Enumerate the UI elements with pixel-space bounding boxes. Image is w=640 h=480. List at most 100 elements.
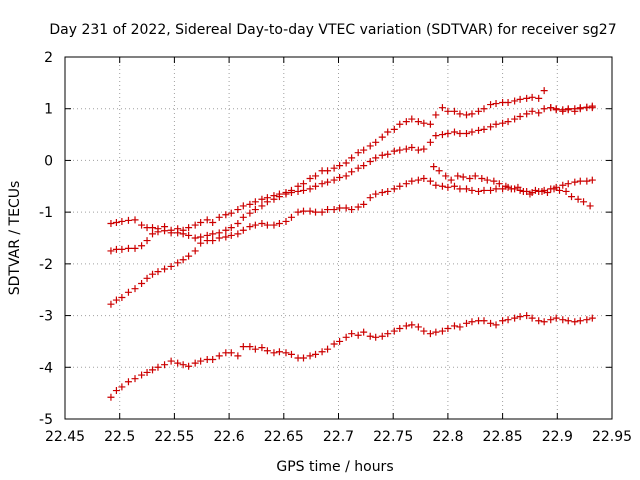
data-point (275, 220, 283, 228)
data-point (234, 352, 242, 360)
data-point (318, 348, 326, 356)
y-tick-label: -4 (39, 360, 53, 376)
data-point (492, 321, 500, 329)
data-point (222, 211, 230, 219)
data-point (432, 132, 440, 140)
data-point (330, 176, 338, 184)
data-point (258, 344, 266, 352)
data-point (282, 190, 290, 198)
data-point (499, 119, 507, 127)
data-point (583, 177, 591, 185)
data-point (131, 375, 139, 383)
data-point (149, 366, 157, 374)
data-point (414, 176, 422, 184)
data-point (432, 111, 440, 119)
data-point (540, 318, 548, 326)
data-point (390, 125, 398, 133)
data-point (480, 125, 488, 133)
data-point (426, 138, 434, 146)
y-tick-label: 1 (44, 102, 53, 118)
data-point (480, 317, 488, 325)
data-point (402, 322, 410, 330)
data-point (372, 333, 380, 341)
data-point (576, 177, 584, 185)
data-point (492, 100, 500, 108)
data-point (571, 318, 579, 326)
data-point (263, 347, 271, 355)
data-point (507, 185, 515, 193)
data-point (564, 317, 572, 325)
data-point (444, 107, 452, 115)
data-point (191, 247, 199, 255)
data-point (118, 245, 126, 253)
data-point (408, 144, 416, 151)
data-point (197, 233, 205, 241)
data-point (574, 195, 582, 203)
x-tick-label: 22.95 (592, 429, 632, 445)
data-point (526, 190, 534, 198)
data-point (432, 328, 440, 336)
data-point (197, 239, 205, 247)
data-point (586, 202, 594, 210)
data-point (118, 217, 126, 225)
data-point (312, 172, 320, 180)
data-point (191, 234, 199, 242)
data-point (246, 209, 254, 217)
data-point (203, 216, 211, 224)
data-point (571, 105, 579, 113)
data-point (366, 332, 374, 340)
data-point (468, 186, 476, 194)
data-point (420, 119, 428, 127)
data-point (438, 131, 446, 139)
data-point (559, 181, 567, 189)
data-point (571, 178, 579, 186)
data-point (342, 172, 350, 180)
data-point (149, 224, 157, 232)
data-point (562, 187, 570, 195)
data-point (450, 182, 458, 190)
data-point (420, 145, 428, 153)
data-point (402, 145, 410, 153)
data-point (306, 175, 314, 183)
data-point (191, 359, 199, 367)
data-point (124, 288, 132, 296)
data-point (251, 345, 259, 353)
data-point (107, 247, 115, 255)
data-point (372, 190, 380, 198)
data-point (112, 218, 120, 226)
data-point (294, 187, 302, 195)
data-point (263, 198, 271, 206)
data-point (478, 175, 486, 183)
data-point (468, 318, 476, 326)
data-point (227, 231, 235, 239)
data-point (420, 175, 428, 183)
data-point (499, 317, 507, 325)
x-tick-label: 22.6 (214, 429, 245, 445)
data-point (468, 128, 476, 136)
data-point (215, 352, 223, 360)
data-point (511, 97, 519, 105)
data-point (444, 130, 452, 138)
data-point (143, 368, 151, 376)
data-point (552, 314, 560, 322)
data-point (372, 138, 380, 146)
data-point (490, 177, 498, 185)
data-point (480, 186, 488, 194)
data-point (408, 177, 416, 185)
data-point (523, 110, 531, 118)
data-point (576, 104, 584, 112)
data-point (430, 163, 438, 171)
data-point (511, 115, 519, 123)
data-point (354, 331, 362, 339)
data-point (131, 285, 139, 293)
series-3 (107, 175, 596, 308)
data-point (154, 268, 162, 276)
y-tick-label: -5 (39, 412, 53, 428)
data-point (414, 323, 422, 331)
data-point (222, 233, 230, 241)
data-point (118, 383, 126, 391)
data-point (438, 327, 446, 335)
data-point (462, 130, 470, 138)
data-point (462, 111, 470, 119)
